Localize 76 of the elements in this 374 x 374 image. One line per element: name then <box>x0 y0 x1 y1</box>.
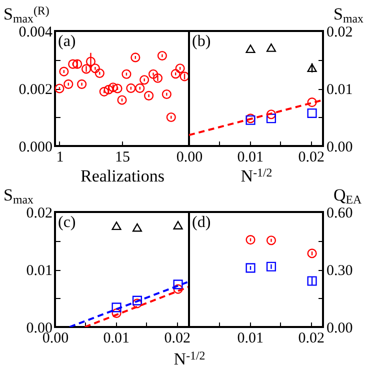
point <box>246 44 256 54</box>
point <box>148 69 158 79</box>
point <box>117 95 127 105</box>
x-tick-label: 15 <box>115 150 130 166</box>
x-axis-title: Realizations <box>80 166 165 186</box>
x-tick-label: 0.01 <box>237 330 264 346</box>
x-tick-label: 0.01 <box>237 150 264 166</box>
annotation: (c) <box>58 214 76 231</box>
point <box>135 83 145 93</box>
point <box>132 223 142 232</box>
y-tick-label: 0.02 <box>26 206 52 222</box>
y-axis-title: S$_{max}$ <box>4 186 34 206</box>
point <box>68 59 78 69</box>
point <box>266 110 276 120</box>
point <box>112 302 122 312</box>
annotation: (a) <box>58 33 76 50</box>
point <box>157 50 167 60</box>
point <box>122 69 132 79</box>
point <box>112 222 122 230</box>
x-axis-title: N$^{-1/2}$ <box>240 165 272 186</box>
point <box>173 280 183 290</box>
x-tick-label: 0.01 <box>103 330 130 346</box>
point <box>175 64 185 74</box>
point <box>307 276 317 286</box>
annotation: (b) <box>192 33 211 50</box>
y2-tick-label: 0.01 <box>326 82 353 98</box>
point <box>173 284 183 294</box>
point <box>266 262 276 272</box>
y-tick-label: 0.01 <box>26 263 52 279</box>
point <box>173 221 183 230</box>
point <box>126 83 136 93</box>
point <box>166 112 176 122</box>
point <box>266 236 276 246</box>
x-tick-label: 0.02 <box>298 150 324 166</box>
y2-tick-label: 0.00 <box>326 140 353 156</box>
x-tick-label: 0.02 <box>298 330 324 346</box>
y2-tick-label: 0.30 <box>326 263 353 279</box>
y2-axis-title: Q$_{EA}$ <box>334 186 362 206</box>
y2-tick-label: 0.02 <box>326 24 353 40</box>
point <box>132 298 142 308</box>
annotation: (d) <box>192 214 211 231</box>
point <box>307 248 317 258</box>
x-tick-label: 0.02 <box>164 330 190 346</box>
point <box>86 56 96 66</box>
point <box>112 308 122 318</box>
point <box>246 263 256 273</box>
y2-tick-label: 0.00 <box>326 320 353 336</box>
point <box>72 59 82 69</box>
point <box>99 86 109 96</box>
point <box>170 69 180 79</box>
point <box>77 79 87 89</box>
point <box>144 90 154 100</box>
point <box>130 52 140 62</box>
point <box>140 75 150 85</box>
y2-axis-title: S$_{max}$ <box>334 4 364 26</box>
point <box>132 296 142 306</box>
point <box>59 66 69 76</box>
point <box>307 64 317 72</box>
point <box>54 84 64 94</box>
x-tick-label: 1 <box>56 150 64 166</box>
y-tick-label: 0.002 <box>18 82 52 98</box>
point <box>266 43 276 52</box>
point <box>266 114 276 124</box>
y-tick-label: 0.004 <box>18 24 53 40</box>
point <box>94 68 104 78</box>
point <box>307 108 317 118</box>
point <box>162 89 172 100</box>
point <box>180 72 190 82</box>
x-axis-title: N$^{-1/2}$ <box>174 348 206 368</box>
point <box>307 98 317 108</box>
point <box>64 79 74 89</box>
y2-tick-label: 0.60 <box>326 206 353 222</box>
y-tick-label: 0.000 <box>18 140 52 156</box>
x-tick-label: 0.00 <box>176 150 203 166</box>
point <box>246 235 256 245</box>
point <box>90 64 100 74</box>
